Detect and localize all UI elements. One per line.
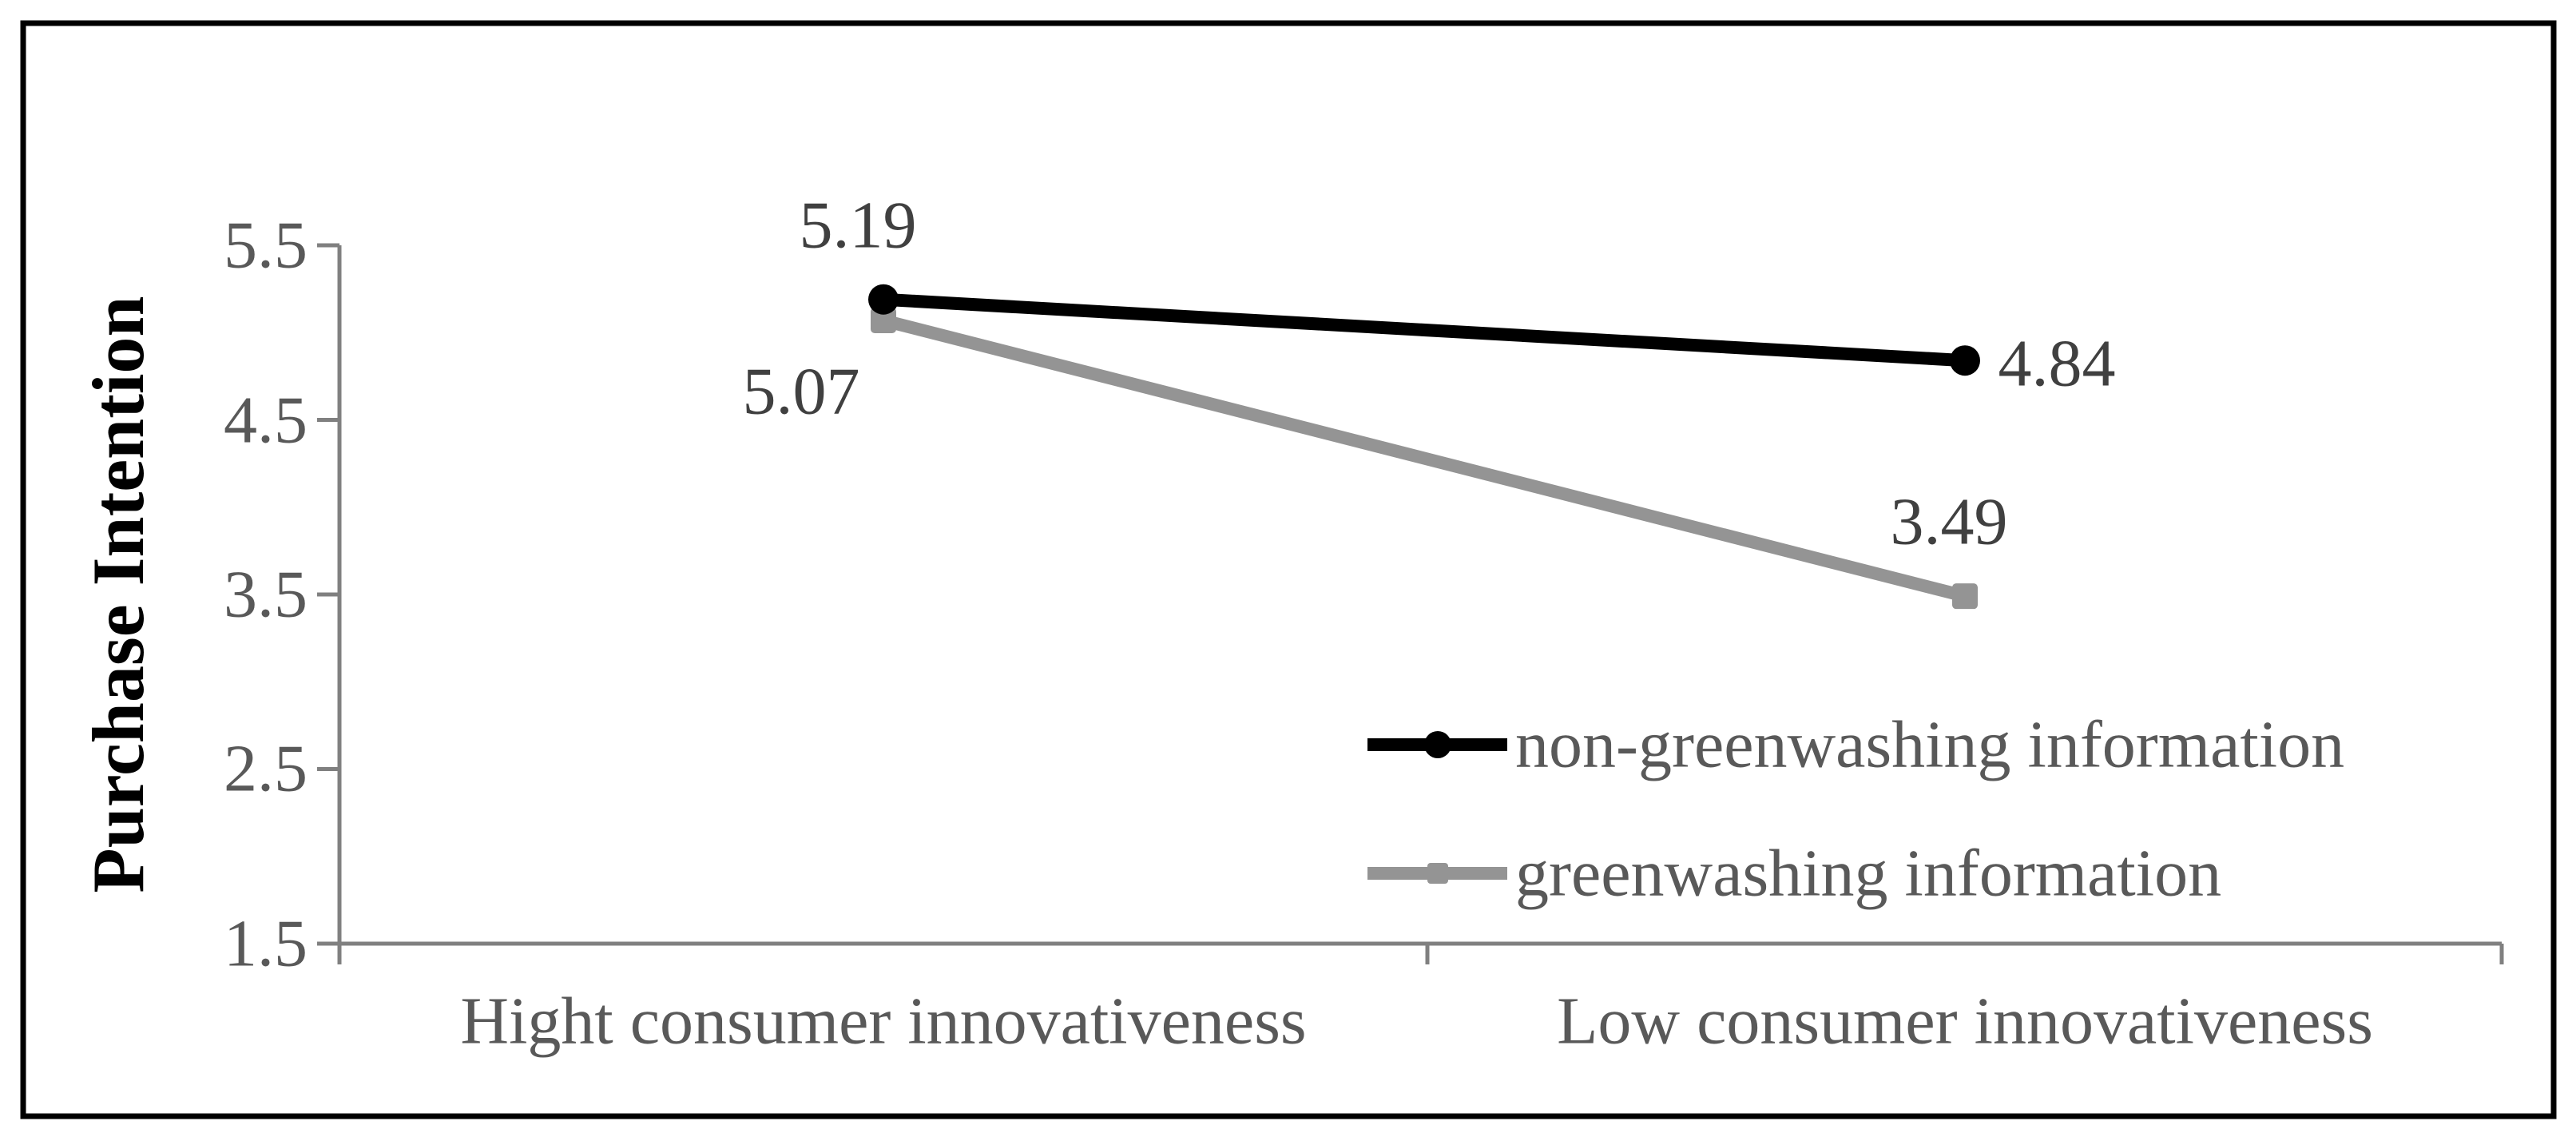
data-label-greenwashing-low: 3.49	[1891, 485, 2008, 559]
series	[868, 284, 1980, 610]
y-tick-label: 1.5	[224, 907, 308, 981]
data-label-non-greenwashing-low: 4.84	[1998, 327, 2116, 401]
y-tick-label: 2.5	[224, 732, 308, 806]
series-line-greenwashing	[882, 314, 1967, 602]
y-tick-label: 3.5	[224, 558, 308, 632]
data-point-square-greenwashing	[1952, 583, 1978, 610]
data-point-circle-non-greenwashing	[868, 284, 899, 315]
legend-label-non-greenwashing: non-greenwashing information	[1515, 708, 2344, 782]
series-line-non-greenwashing	[883, 292, 1966, 368]
y-tick-label: 4.5	[224, 384, 308, 458]
axes	[317, 243, 2504, 964]
x-category-label-high: Hight consumer innovativeness	[460, 984, 1306, 1059]
data-label-greenwashing-high: 5.07	[743, 355, 860, 429]
x-category-label-low: Low consumer innovativeness	[1557, 984, 2373, 1059]
legend-label-greenwashing: greenwashing information	[1515, 837, 2221, 911]
y-tick-label: 5.5	[224, 209, 308, 283]
data-label-non-greenwashing-high: 5.19	[800, 189, 917, 263]
data-point-square-greenwashing	[871, 307, 896, 333]
legend	[1367, 731, 1507, 884]
legend-square-icon	[1427, 863, 1448, 884]
data-point-circle-non-greenwashing	[1950, 345, 1980, 376]
figure-border	[20, 20, 2557, 1119]
y-axis-title: Purchase Intention	[77, 296, 159, 893]
legend-circle-icon	[1424, 731, 1451, 758]
